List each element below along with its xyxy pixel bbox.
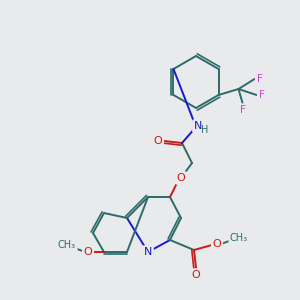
Text: O: O <box>192 270 200 280</box>
Text: O: O <box>177 173 185 183</box>
Text: O: O <box>154 136 162 146</box>
Text: F: F <box>259 90 265 100</box>
Text: H: H <box>201 125 209 135</box>
Text: CH₃: CH₃ <box>58 240 76 250</box>
Text: F: F <box>256 74 262 84</box>
Text: O: O <box>84 247 92 257</box>
Text: F: F <box>240 105 245 115</box>
Text: O: O <box>213 239 221 249</box>
Text: N: N <box>194 121 202 131</box>
Text: N: N <box>144 247 152 257</box>
Text: CH₃: CH₃ <box>230 233 248 243</box>
